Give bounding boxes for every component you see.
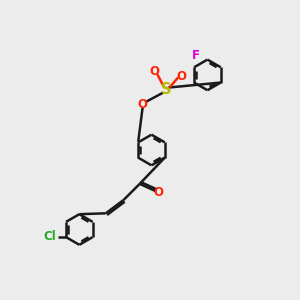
Text: S: S bbox=[161, 82, 171, 97]
Text: O: O bbox=[176, 70, 186, 83]
Text: O: O bbox=[149, 65, 159, 79]
Text: O: O bbox=[138, 98, 148, 111]
Text: F: F bbox=[192, 49, 200, 62]
Text: Cl: Cl bbox=[43, 230, 56, 243]
Text: O: O bbox=[154, 186, 164, 199]
